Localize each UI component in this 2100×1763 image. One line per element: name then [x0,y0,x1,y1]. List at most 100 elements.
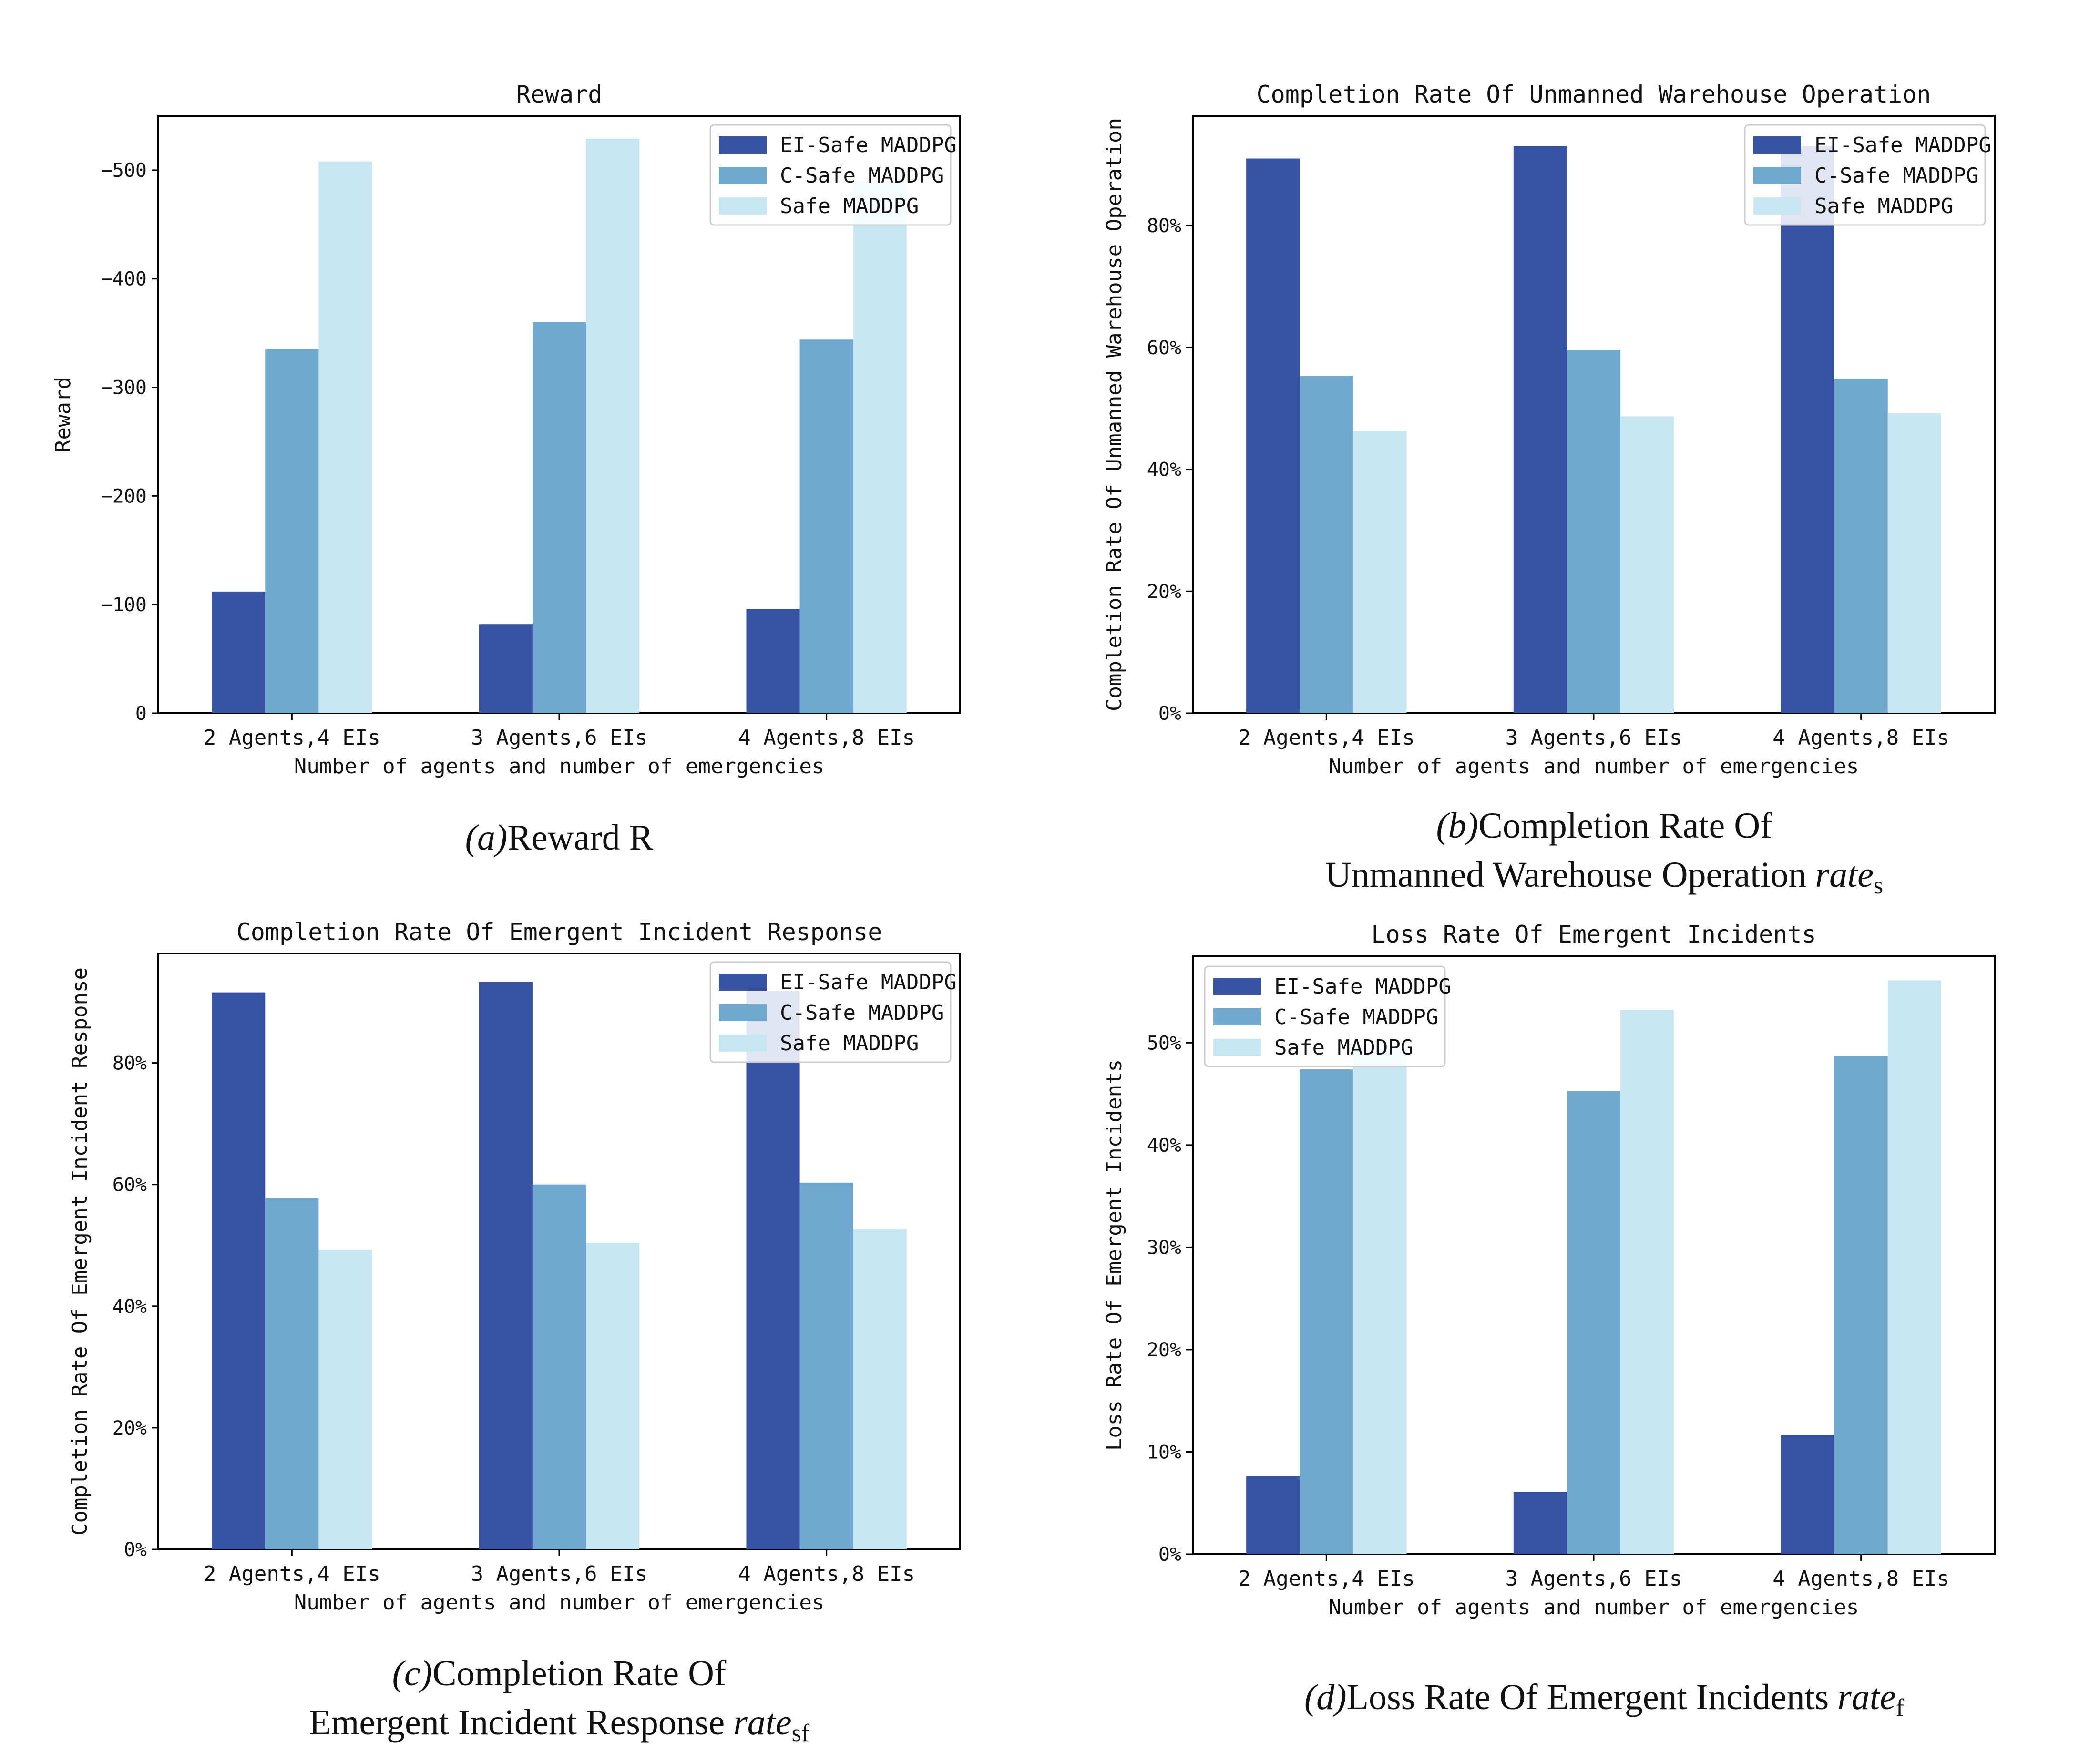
legend-swatch [1213,1008,1261,1025]
y-tick-label: −500 [101,160,147,182]
bar-c-safe-maddpg [532,322,586,713]
caption-line-1: (a)Reward R [465,818,654,858]
legend-swatch [1753,197,1801,215]
y-tick-label: −100 [101,594,147,616]
legend-swatch [1753,136,1801,154]
caption-symbol: rate [1837,1677,1895,1717]
x-tick-label: 4 Agents,8 EIs [1772,1567,1949,1591]
x-tick-label: 2 Agents,4 EIs [1238,1567,1415,1591]
caption-label: (a) [465,818,508,858]
x-tick-label: 2 Agents,4 EIs [204,726,380,750]
chart-title: Completion Rate Of Unmanned Warehouse Op… [1257,81,1931,108]
caption-line-1: (b)Completion Rate Of [1436,806,1773,846]
bar-ei-safe-maddpg [1781,1435,1834,1554]
caption-symbol: rate [733,1702,791,1742]
x-axis-label: Number of agents and number of emergenci… [1329,1595,1859,1620]
x-tick-label: 2 Agents,4 EIs [1238,726,1415,750]
caption-line-2: Emergent Incident Response ratesf [309,1702,810,1747]
bar-c-safe-maddpg [532,1184,586,1549]
y-tick-label: −400 [101,268,147,290]
caption-line-1: (c)Completion Rate Of [392,1653,727,1693]
y-tick-label: 20% [1147,581,1181,603]
y-tick-label: 50% [1147,1032,1181,1054]
legend-box [1744,124,1986,226]
bar-ei-safe-maddpg [1246,1476,1300,1554]
caption-label: (d) [1304,1677,1347,1717]
caption-subscript: sf [792,1720,810,1747]
x-axis-label: Number of agents and number of emergenci… [294,754,825,779]
bar-c-safe-maddpg [265,349,319,713]
bar-c-safe-maddpg [1567,349,1621,713]
x-tick-label: 4 Agents,8 EIs [738,1562,915,1586]
bar-safe-maddpg [318,1250,372,1549]
legend-label: EI-Safe MADDPG [1274,974,1451,999]
y-tick-label: 30% [1147,1237,1181,1259]
legend-label: Safe MADDPG [1814,194,1953,218]
bar-ei-safe-maddpg [212,591,266,713]
legend: EI-Safe MADDPG C-Safe MADDPG Safe MADDPG [1744,124,1991,226]
bar-safe-maddpg [1620,1010,1674,1554]
bar-c-safe-maddpg [1834,379,1888,713]
legend: EI-Safe MADDPG C-Safe MADDPG Safe MADDPG [1204,965,1451,1067]
y-tick-label: 60% [1147,337,1181,359]
legend-label: EI-Safe MADDPG [780,133,957,157]
x-axis-label: Number of agents and number of emergenci… [1329,754,1859,779]
y-tick-label: 40% [1147,459,1181,481]
legend-box [1204,965,1446,1067]
bar-ei-safe-maddpg [479,982,533,1549]
bar-ei-safe-maddpg [1513,1492,1567,1554]
caption-text: Unmanned Warehouse Operation [1325,855,1807,895]
y-tick-label: 0% [1158,1544,1181,1566]
bar-safe-maddpg [1353,431,1407,713]
legend-label: C-Safe MADDPG [1814,164,1978,188]
caption-line-2: Unmanned Warehouse Operation rates [1325,855,1883,899]
bar-c-safe-maddpg [1300,1069,1353,1554]
bar-safe-maddpg [1887,413,1941,713]
y-tick-label: 40% [1147,1135,1181,1157]
bar-safe-maddpg [586,1243,640,1549]
x-axis-label: Number of agents and number of emergenci… [294,1590,825,1615]
legend-label: C-Safe MADDPG [780,1001,944,1025]
bar-ei-safe-maddpg [1781,146,1834,713]
legend-swatch [719,974,767,991]
x-tick-label: 3 Agents,6 EIs [471,726,648,750]
bar-safe-maddpg [1620,416,1674,713]
bar-ei-safe-maddpg [479,624,533,713]
bar-ei-safe-maddpg [1246,158,1300,713]
caption-label: (b) [1436,806,1479,846]
legend-label: EI-Safe MADDPG [780,970,957,994]
bar-safe-maddpg [1887,980,1941,1554]
x-tick-label: 4 Agents,8 EIs [1772,726,1949,750]
y-tick-label: 20% [113,1417,147,1439]
y-tick-label: 10% [1147,1441,1181,1463]
caption-line-1: (d)Loss Rate Of Emergent Incidents ratef [1304,1677,1905,1722]
bar-ei-safe-maddpg [212,992,266,1549]
caption: (a)Reward R [465,818,654,858]
bar-safe-maddpg [586,138,640,714]
caption-subscript: s [1874,872,1883,899]
legend-swatch [719,167,767,184]
legend-swatch [719,1004,767,1021]
bar-c-safe-maddpg [265,1198,319,1549]
legend-swatch [719,1035,767,1052]
chart-panel-c: Completion Rate Of Emergent Incident Res… [68,918,961,1747]
caption: (d)Loss Rate Of Emergent Incidents ratef [1304,1677,1905,1722]
legend-label: Safe MADDPG [1274,1035,1413,1060]
bar-c-safe-maddpg [1834,1056,1888,1554]
bar-c-safe-maddpg [799,1182,853,1549]
chart-title: Loss Rate Of Emergent Incidents [1371,921,1816,948]
legend-swatch [1213,1039,1261,1056]
caption-text: Reward R [507,818,653,858]
caption-text: Completion Rate Of [432,1653,727,1693]
legend-swatch [1753,167,1801,184]
y-tick-label: 0% [1158,703,1181,725]
y-tick-label: 20% [1147,1339,1181,1361]
chart-panel-b: Completion Rate Of Unmanned Warehouse Op… [1102,81,1996,899]
legend-swatch [1213,978,1261,995]
bar-safe-maddpg [318,161,372,714]
x-tick-label: 2 Agents,4 EIs [204,1562,380,1586]
legend-box [709,961,952,1063]
bar-safe-maddpg [853,1229,907,1549]
chart-title: Completion Rate Of Emergent Incident Res… [236,918,882,946]
